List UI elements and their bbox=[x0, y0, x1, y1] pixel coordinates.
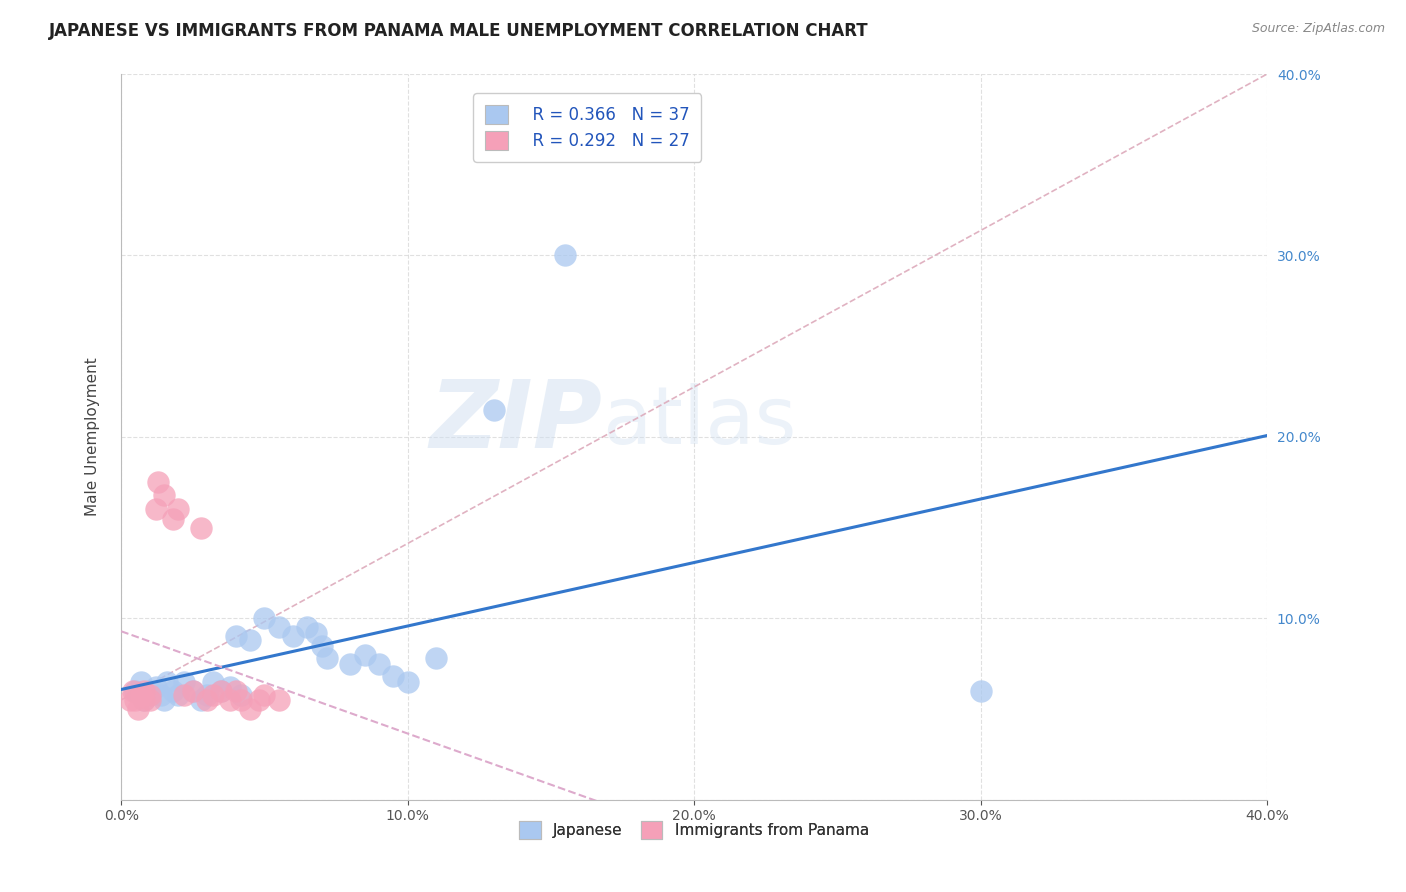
Point bbox=[150, 688, 173, 702]
Point bbox=[121, 684, 143, 698]
Point bbox=[231, 688, 253, 702]
Text: Source: ZipAtlas.com: Source: ZipAtlas.com bbox=[1251, 22, 1385, 36]
Point bbox=[247, 693, 270, 707]
Point bbox=[311, 639, 333, 653]
Point bbox=[297, 620, 319, 634]
Point bbox=[181, 684, 204, 698]
Point bbox=[209, 684, 232, 698]
Point bbox=[201, 674, 224, 689]
Point bbox=[339, 657, 361, 671]
Point bbox=[181, 684, 204, 698]
Text: ZIP: ZIP bbox=[430, 376, 602, 468]
Point bbox=[129, 688, 152, 702]
Point bbox=[554, 248, 576, 262]
Point bbox=[124, 684, 146, 698]
Point bbox=[231, 693, 253, 707]
Point bbox=[969, 684, 991, 698]
Point bbox=[239, 702, 262, 716]
Text: JAPANESE VS IMMIGRANTS FROM PANAMA MALE UNEMPLOYMENT CORRELATION CHART: JAPANESE VS IMMIGRANTS FROM PANAMA MALE … bbox=[49, 22, 869, 40]
Point bbox=[396, 674, 419, 689]
Point bbox=[173, 688, 195, 702]
Legend: Japanese, Immigrants from Panama: Japanese, Immigrants from Panama bbox=[512, 814, 876, 847]
Point bbox=[482, 402, 505, 417]
Point bbox=[219, 693, 242, 707]
Point bbox=[201, 688, 224, 702]
Point bbox=[219, 680, 242, 694]
Point bbox=[132, 684, 155, 698]
Point bbox=[316, 651, 339, 665]
Text: atlas: atlas bbox=[602, 384, 797, 461]
Point bbox=[382, 669, 405, 683]
Point bbox=[253, 688, 276, 702]
Point bbox=[132, 693, 155, 707]
Point bbox=[139, 693, 162, 707]
Point bbox=[190, 520, 212, 534]
Point bbox=[148, 475, 170, 490]
Point bbox=[145, 680, 167, 694]
Point bbox=[425, 651, 447, 665]
Point bbox=[281, 630, 304, 644]
Point bbox=[153, 693, 176, 707]
Point bbox=[239, 633, 262, 648]
Point bbox=[132, 693, 155, 707]
Point bbox=[167, 502, 190, 516]
Point bbox=[190, 693, 212, 707]
Point bbox=[145, 502, 167, 516]
Point bbox=[173, 674, 195, 689]
Point bbox=[267, 693, 290, 707]
Point bbox=[118, 693, 141, 707]
Point bbox=[167, 688, 190, 702]
Point bbox=[368, 657, 391, 671]
Point bbox=[162, 684, 184, 698]
Point bbox=[153, 488, 176, 502]
Point bbox=[156, 674, 179, 689]
Point bbox=[209, 684, 232, 698]
Point bbox=[162, 511, 184, 525]
Point bbox=[267, 620, 290, 634]
Point bbox=[124, 693, 146, 707]
Point bbox=[139, 684, 162, 698]
Y-axis label: Male Unemployment: Male Unemployment bbox=[86, 358, 100, 516]
Point bbox=[127, 702, 149, 716]
Point bbox=[253, 611, 276, 625]
Point bbox=[353, 648, 375, 662]
Point bbox=[135, 688, 157, 702]
Point bbox=[139, 688, 162, 702]
Point bbox=[225, 684, 247, 698]
Point bbox=[305, 625, 328, 640]
Point bbox=[195, 693, 218, 707]
Point bbox=[129, 674, 152, 689]
Point bbox=[195, 688, 218, 702]
Point bbox=[225, 630, 247, 644]
